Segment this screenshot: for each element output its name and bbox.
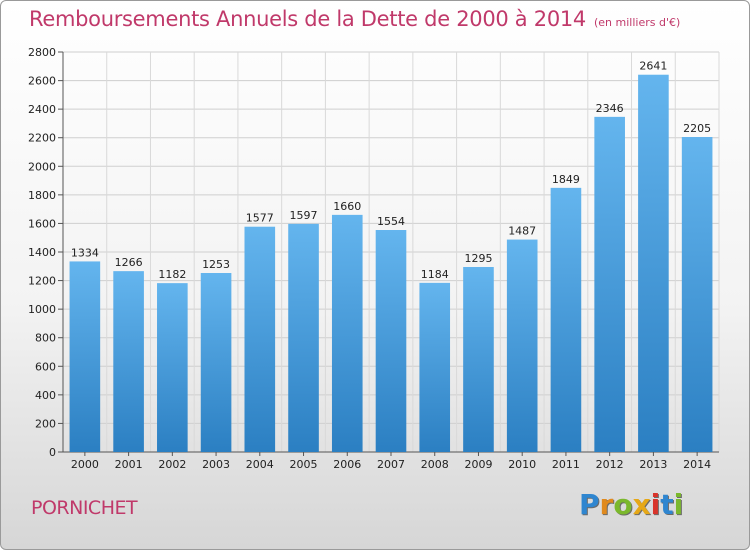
labels: 0 200 400 600 800 1000 1200 1400 1600 1800 2000 220… xyxy=(28,46,711,471)
y-tick-label: 1400 xyxy=(28,246,56,259)
y-tick-label: 800 xyxy=(35,332,56,345)
y-tick-label: 400 xyxy=(35,389,56,402)
value-label: 1184 xyxy=(421,268,449,281)
bar-2005 xyxy=(288,223,319,452)
y-tick-label: 1000 xyxy=(28,303,56,316)
x-tick-label: 2014 xyxy=(683,458,711,471)
value-label: 1849 xyxy=(552,173,580,186)
y-tick-label: 2000 xyxy=(28,160,56,173)
x-tick-label: 2002 xyxy=(158,458,186,471)
y-tick-label: 600 xyxy=(35,360,56,373)
y-tick-label: 1200 xyxy=(28,275,56,288)
x-tick-label: 2013 xyxy=(639,458,667,471)
value-label: 2641 xyxy=(639,60,667,73)
y-tick-label: 2800 xyxy=(28,46,56,59)
logo-letter: o xyxy=(613,488,633,521)
y-tick-label: 0 xyxy=(49,446,56,459)
x-tick-label: 2009 xyxy=(464,458,492,471)
bars xyxy=(69,74,713,452)
x-tick-label: 2006 xyxy=(333,458,361,471)
bar-2009 xyxy=(463,267,494,452)
bar-2002 xyxy=(157,283,188,452)
logo-letter: r xyxy=(599,488,614,521)
value-label: 1487 xyxy=(508,225,536,238)
y-tick-label: 2600 xyxy=(28,75,56,88)
proxiti-logo[interactable]: Proxiti xyxy=(579,488,683,521)
y-tick-label: 2400 xyxy=(28,103,56,116)
bar-2008 xyxy=(419,282,451,452)
y-tick-label: 1800 xyxy=(28,189,56,202)
x-tick-label: 2012 xyxy=(596,458,624,471)
value-label: 1253 xyxy=(202,258,230,271)
value-label: 2346 xyxy=(596,102,624,115)
x-tick-label: 2005 xyxy=(290,458,318,471)
x-tick-label: 2000 xyxy=(71,458,99,471)
y-tick-label: 200 xyxy=(35,417,56,430)
bar-2013 xyxy=(638,74,669,452)
bar-2006 xyxy=(331,214,363,452)
logo-letter: t xyxy=(660,488,674,521)
bar-2003 xyxy=(200,273,232,452)
x-tick-label: 2010 xyxy=(508,458,536,471)
value-label: 1334 xyxy=(71,246,99,259)
value-label: 1597 xyxy=(290,209,318,222)
bar-2004 xyxy=(244,226,276,452)
logo-letter: i xyxy=(673,488,684,521)
x-tick-label: 2003 xyxy=(202,458,230,471)
x-tick-label: 2001 xyxy=(115,458,143,471)
bar-2011 xyxy=(550,187,582,452)
bar-2007 xyxy=(375,230,407,452)
bar-2000 xyxy=(69,261,101,452)
title-text: Remboursements Annuels de la Dette de 20… xyxy=(29,7,586,31)
y-tick-label: 2200 xyxy=(28,132,56,145)
value-label: 1554 xyxy=(377,215,405,228)
logo-letter: i xyxy=(650,488,661,521)
x-tick-label: 2007 xyxy=(377,458,405,471)
value-label: 1182 xyxy=(158,268,186,281)
value-label: 1660 xyxy=(333,200,361,213)
bar-2010 xyxy=(506,239,538,452)
x-tick-label: 2004 xyxy=(246,458,274,471)
value-label: 1295 xyxy=(464,252,492,265)
value-label: 2205 xyxy=(683,122,711,135)
bar-2012 xyxy=(594,116,625,452)
logo-letter: x xyxy=(632,488,651,521)
chart-title: Remboursements Annuels de la Dette de 20… xyxy=(29,7,680,31)
logo-letter: P xyxy=(579,488,600,521)
town-name: PORNICHET xyxy=(31,497,138,519)
value-label: 1577 xyxy=(246,212,274,225)
value-label: 1266 xyxy=(115,256,143,269)
bar-2001 xyxy=(113,271,144,452)
x-tick-label: 2011 xyxy=(552,458,580,471)
title-unit: (en milliers d'€) xyxy=(594,16,681,29)
y-tick-label: 1600 xyxy=(28,217,56,230)
x-tick-label: 2008 xyxy=(421,458,449,471)
bar-2014 xyxy=(681,137,713,452)
